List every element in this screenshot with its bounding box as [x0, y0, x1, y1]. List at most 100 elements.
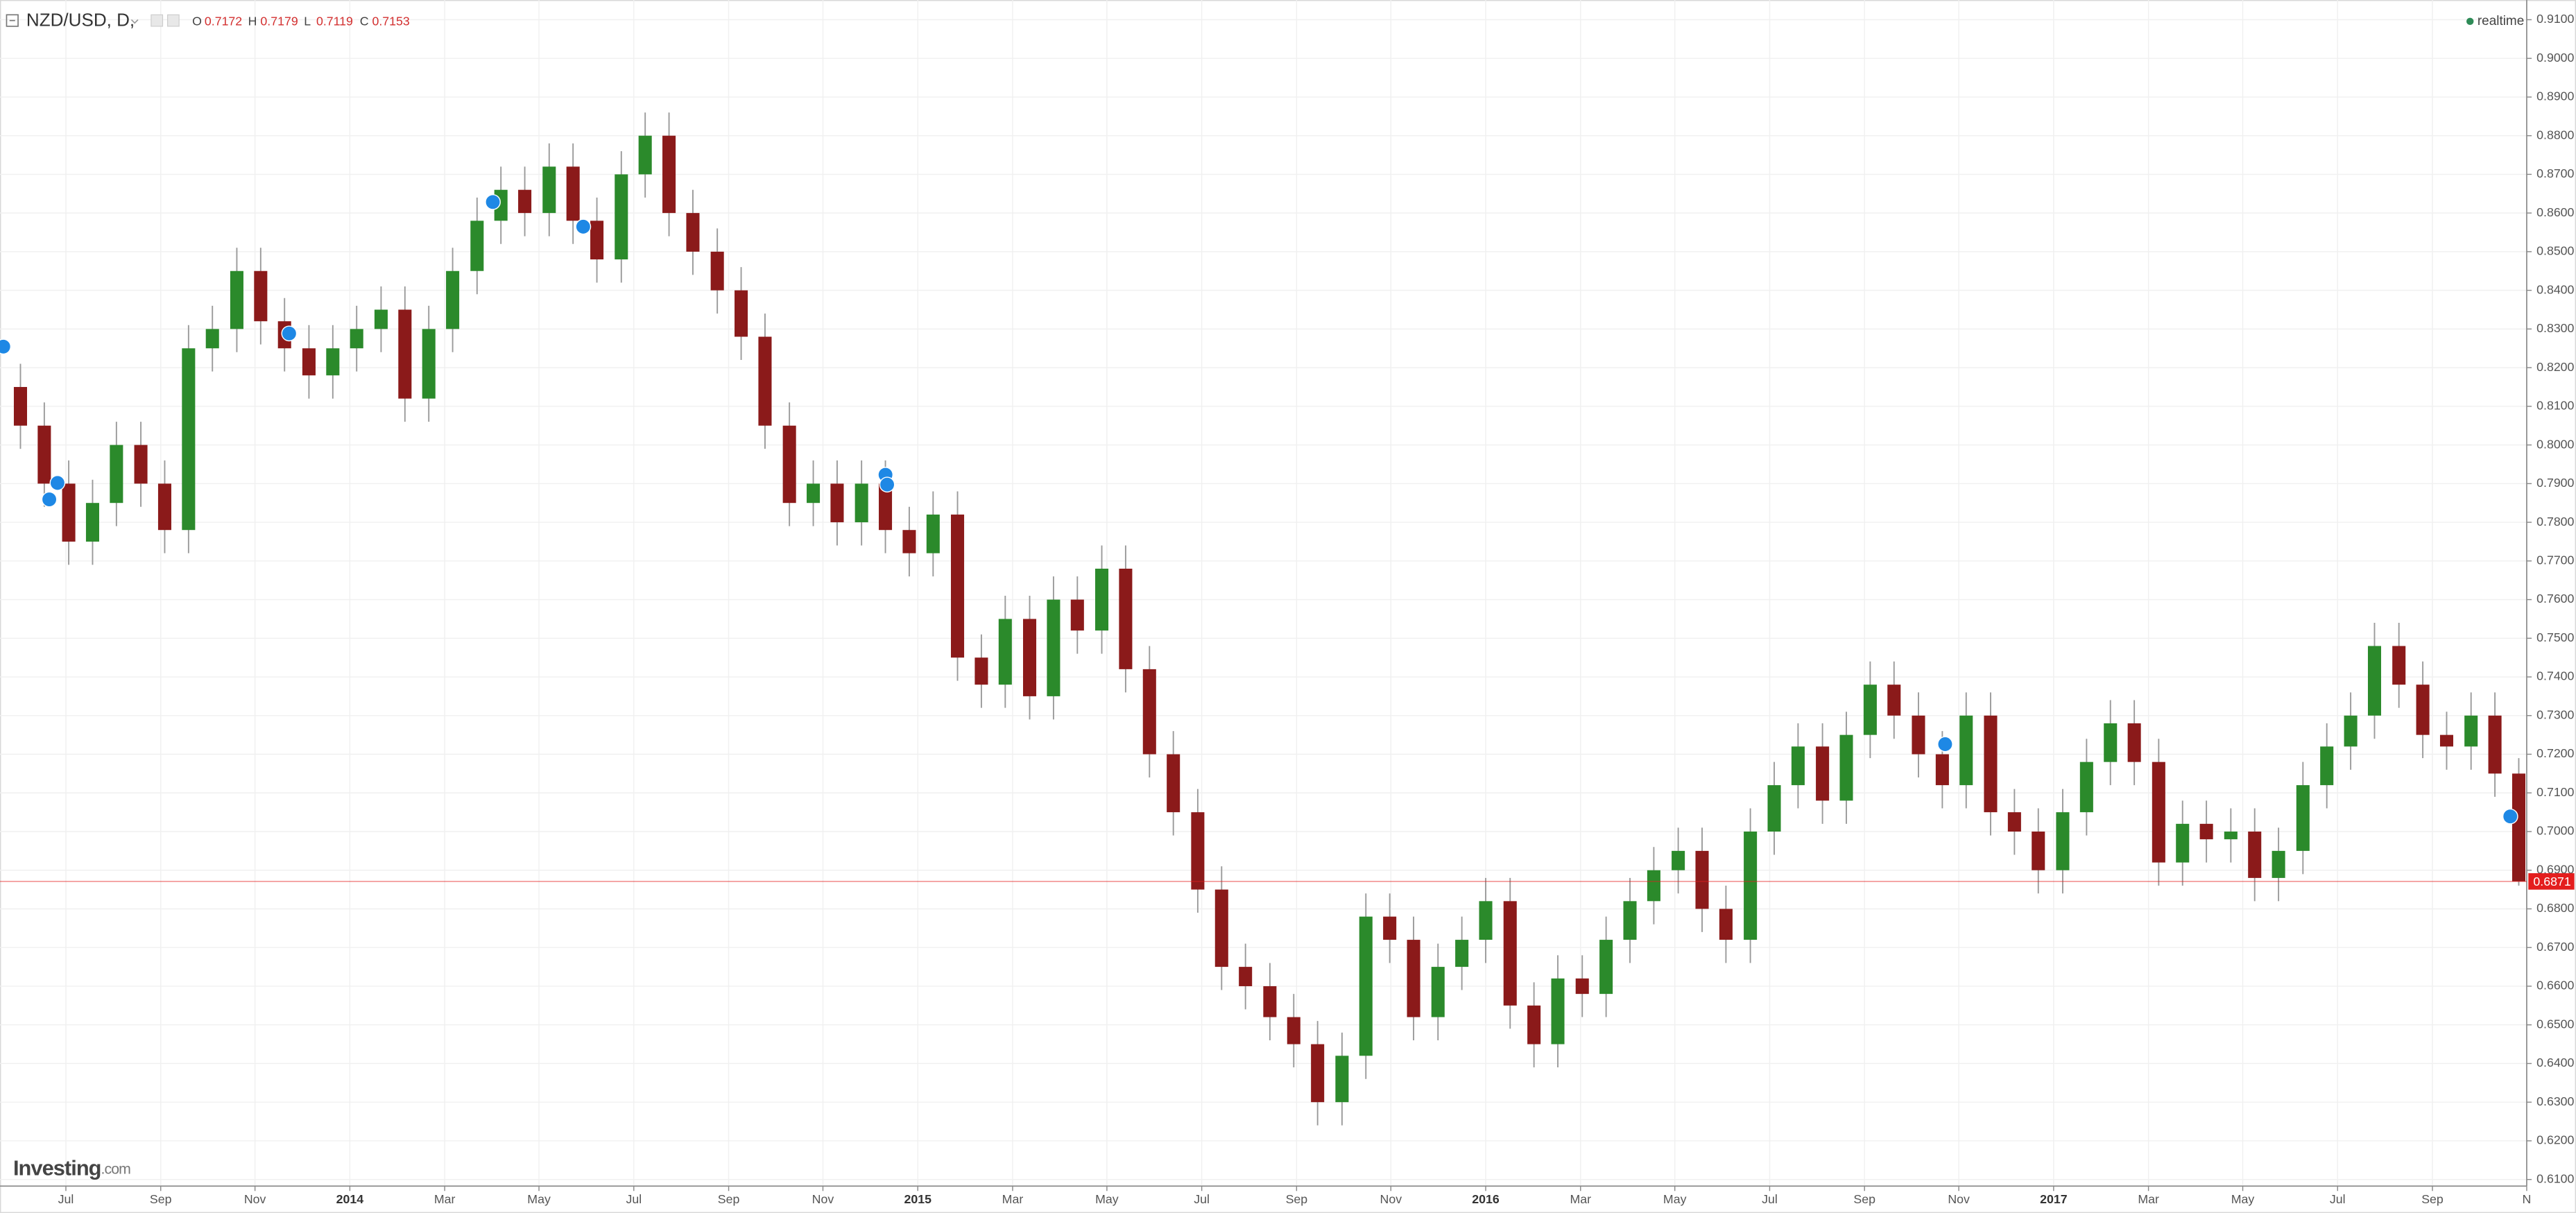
event-marker[interactable] — [879, 476, 895, 493]
x-tick-label: Jul — [58, 1192, 74, 1206]
candle-body — [350, 329, 363, 349]
candle-body — [1887, 685, 1901, 716]
y-tick-label: 0.8000 — [2536, 437, 2574, 451]
candle-body — [1744, 832, 1758, 940]
candle-body — [926, 514, 940, 553]
candle-body — [1142, 669, 1156, 755]
candle-body — [686, 213, 700, 252]
candle-body — [1503, 901, 1517, 1006]
candle-body — [254, 270, 268, 322]
y-tick-label: 0.7200 — [2536, 746, 2574, 760]
x-tick-label: Nov — [812, 1192, 834, 1206]
candle-body — [758, 336, 772, 426]
candle-body — [157, 483, 171, 531]
candle-body — [13, 386, 28, 426]
realtime-status: realtime — [2478, 14, 2524, 28]
candle-body — [615, 174, 628, 260]
event-marker[interactable] — [2502, 808, 2518, 825]
brand-name: Investing — [13, 1156, 101, 1180]
candle-body — [998, 619, 1012, 685]
quote-value: 0.7153 — [372, 15, 409, 28]
candle-body — [470, 221, 484, 271]
candle-body — [1383, 916, 1397, 940]
candle-body — [2320, 746, 2334, 786]
candle-body — [110, 445, 123, 504]
x-tick-label: Jul — [2330, 1192, 2346, 1206]
x-tick-label: Sep — [1853, 1192, 1875, 1206]
event-marker[interactable] — [41, 491, 58, 508]
candle-body — [2511, 773, 2526, 881]
quote-value: 0.7172 — [205, 15, 242, 28]
candle-body — [1263, 986, 1277, 1017]
quote-label: L — [304, 15, 311, 28]
x-tick-label: 2014 — [336, 1192, 364, 1206]
y-tick-label: 0.6100 — [2536, 1171, 2574, 1185]
x-tick-label: Sep — [150, 1192, 172, 1206]
y-tick-label: 0.8500 — [2536, 244, 2574, 258]
x-tick-label: May — [1663, 1192, 1687, 1206]
x-tick-label: N — [2523, 1192, 2532, 1206]
y-tick-label: 0.8900 — [2536, 89, 2574, 103]
candle-body — [422, 329, 436, 399]
candle-body — [879, 483, 893, 531]
candle-body — [1455, 940, 1469, 967]
quote-value: 0.7179 — [260, 15, 298, 28]
x-tick-label: Jul — [1194, 1192, 1210, 1206]
candle-body — [2296, 785, 2310, 851]
candle-body — [2464, 715, 2478, 747]
candle-body — [782, 425, 796, 504]
x-tick-label: 2017 — [2040, 1192, 2068, 1206]
x-tick-label: Mar — [2138, 1192, 2159, 1206]
candle-body — [2272, 850, 2285, 878]
x-tick-label: Sep — [2421, 1192, 2444, 1206]
candle-body — [1527, 1005, 1541, 1044]
candle-body — [1167, 754, 1180, 813]
y-tick-label: 0.9100 — [2536, 12, 2574, 26]
candle-body — [662, 135, 676, 214]
quote-label: C — [360, 15, 369, 28]
y-tick-label: 0.6500 — [2536, 1017, 2574, 1031]
brand-suffix: .com — [101, 1160, 131, 1177]
y-tick-label: 0.8200 — [2536, 360, 2574, 374]
candle-body — [374, 309, 388, 329]
quote: O 0.7172 H 0.7179 L 0.7119 C 0.7153 — [192, 15, 410, 28]
y-tick-label: 0.6600 — [2536, 979, 2574, 992]
candle-body — [1359, 916, 1373, 1056]
candle-body — [1119, 568, 1133, 669]
event-marker[interactable] — [485, 193, 501, 210]
candle-body — [638, 135, 652, 175]
candle-body — [1094, 568, 1109, 631]
y-tick-label: 0.8400 — [2536, 282, 2574, 296]
x-tick-label: Mar — [1570, 1192, 1591, 1206]
event-marker[interactable] — [1937, 736, 1953, 752]
candle-body — [182, 348, 196, 531]
candle-body — [1791, 746, 1805, 786]
event-marker[interactable] — [575, 218, 592, 235]
settings-button[interactable] — [151, 14, 164, 27]
candle-body — [735, 290, 748, 337]
candle-body — [2416, 685, 2430, 735]
symbol-menu[interactable] — [130, 19, 139, 24]
candle-body — [1672, 850, 1685, 870]
y-tick-label: 0.9000 — [2536, 51, 2574, 64]
candle-body — [1023, 619, 1037, 696]
candle-body — [974, 657, 988, 685]
collapse-button[interactable] — [6, 14, 19, 27]
y-tick-label: 0.8100 — [2536, 399, 2574, 413]
close-button[interactable] — [167, 14, 180, 27]
candle-body — [2007, 812, 2021, 832]
event-marker[interactable] — [49, 475, 66, 491]
candle-body — [1575, 978, 1589, 995]
event-marker[interactable] — [281, 325, 298, 342]
candle-body — [2367, 646, 2382, 716]
quote-label: O — [192, 15, 202, 28]
candles — [13, 112, 2526, 1126]
candle-body — [1767, 785, 1781, 832]
y-tick-label: 0.7500 — [2536, 630, 2574, 644]
x-tick-label: Mar — [1002, 1192, 1024, 1206]
candle-body — [1479, 901, 1493, 940]
event-marker[interactable] — [0, 338, 12, 355]
candle-body — [2392, 646, 2406, 685]
event-markers — [0, 193, 2518, 825]
